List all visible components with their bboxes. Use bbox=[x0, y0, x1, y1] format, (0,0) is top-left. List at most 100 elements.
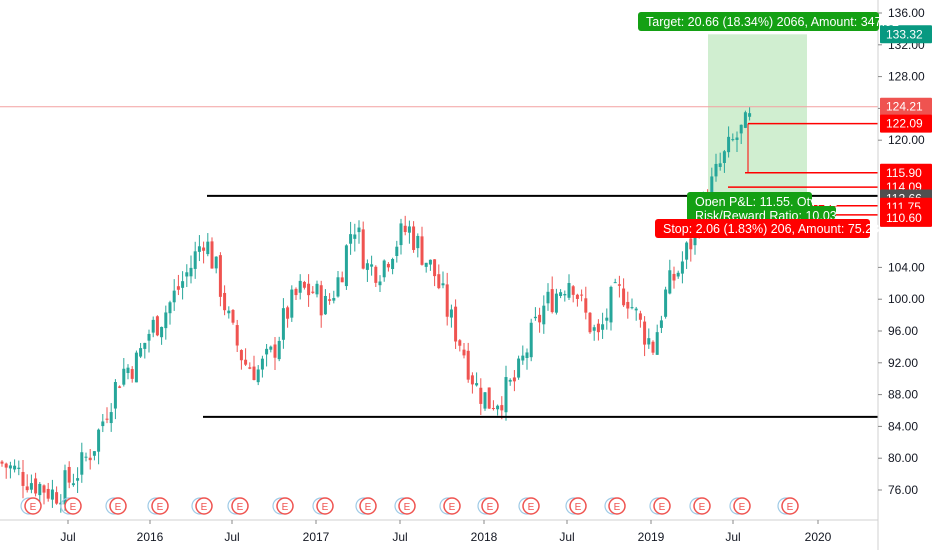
candle-body bbox=[147, 333, 151, 341]
candle-body bbox=[38, 483, 42, 496]
candle-body bbox=[323, 295, 327, 315]
candle-body bbox=[67, 466, 71, 483]
candle-body bbox=[97, 429, 101, 452]
price-labels-layer: 133.32124.21122.09115.90114.09112.66111.… bbox=[880, 25, 932, 227]
candle-body bbox=[433, 259, 437, 277]
earnings-marker-label: E bbox=[115, 502, 122, 513]
candle-body bbox=[739, 124, 743, 134]
candle-body bbox=[88, 457, 92, 461]
price-label-box bbox=[880, 97, 932, 116]
candle-body bbox=[181, 281, 185, 288]
earnings-marker-label: E bbox=[787, 502, 794, 513]
time-tick-label: Jul bbox=[725, 530, 740, 544]
candle-body bbox=[197, 246, 201, 252]
candle-body bbox=[643, 321, 647, 345]
candle-body bbox=[748, 113, 752, 117]
candle-body bbox=[118, 386, 122, 388]
candle-body bbox=[25, 486, 29, 491]
price-tick-label: 120.00 bbox=[888, 133, 925, 147]
candle-body bbox=[55, 492, 59, 504]
earnings-marker bbox=[359, 497, 377, 515]
candle-body bbox=[647, 338, 651, 345]
earnings-marker bbox=[64, 497, 82, 515]
price-tick-label: 96.00 bbox=[888, 324, 918, 338]
candle-body bbox=[407, 226, 411, 233]
candle-body bbox=[252, 366, 256, 381]
candle-body bbox=[13, 465, 17, 470]
candle-body bbox=[206, 241, 210, 255]
candle-body bbox=[445, 284, 449, 317]
candle-body bbox=[172, 290, 176, 303]
candles-layer bbox=[0, 107, 752, 513]
candle-body bbox=[281, 308, 285, 340]
candle-body bbox=[735, 137, 739, 140]
price-label-text: 115.90 bbox=[886, 166, 922, 180]
annotations-layer: Target: 20.66 (18.34%) 2066, Amount: 347… bbox=[638, 12, 899, 238]
earnings-marker-label: E bbox=[487, 502, 494, 513]
candle-body bbox=[542, 305, 546, 325]
candle-body bbox=[122, 368, 126, 385]
earnings-marker bbox=[151, 497, 169, 515]
candle-body bbox=[508, 379, 512, 382]
earnings-marker-label: E bbox=[404, 502, 411, 513]
candle-body bbox=[231, 310, 235, 323]
candle-body bbox=[4, 463, 8, 468]
candle-body bbox=[634, 308, 638, 311]
candle-body bbox=[17, 467, 21, 469]
price-tick-label: 104.00 bbox=[888, 260, 925, 274]
candle-body bbox=[260, 358, 264, 370]
candle-body bbox=[189, 267, 193, 277]
candle-body bbox=[294, 288, 298, 296]
candle-body bbox=[286, 307, 290, 319]
price-axis: 136.00132.00128.00124.00120.00104.00100.… bbox=[877, 0, 925, 550]
candle-body bbox=[244, 359, 248, 365]
earnings-marker-label: E bbox=[237, 502, 244, 513]
candle-body bbox=[714, 163, 718, 177]
candle-body bbox=[105, 418, 109, 420]
candle-body bbox=[101, 421, 105, 427]
candle-body bbox=[202, 247, 206, 251]
candle-body bbox=[155, 316, 159, 336]
candle-body bbox=[672, 273, 676, 281]
candle-body bbox=[139, 348, 143, 357]
candle-body bbox=[71, 483, 75, 486]
candle-body bbox=[563, 294, 567, 296]
candle-body bbox=[617, 284, 621, 286]
target-zone bbox=[708, 34, 807, 199]
candle-body bbox=[0, 461, 4, 464]
candle-body bbox=[269, 346, 273, 350]
candle-body bbox=[391, 259, 395, 270]
price-label-text: 122.09 bbox=[886, 117, 923, 131]
earnings-marker-label: E bbox=[528, 502, 535, 513]
candle-body bbox=[538, 314, 542, 323]
candle-body bbox=[50, 489, 54, 500]
candle-body bbox=[718, 163, 722, 167]
candle-body bbox=[290, 289, 294, 318]
time-axis: Jul 2016 Jul 2017 Jul 2018 Jul 2019 Jul 2020 bbox=[0, 519, 878, 544]
price-tick-label: 92.00 bbox=[888, 356, 918, 370]
candle-body bbox=[533, 316, 537, 319]
candle-body bbox=[218, 255, 222, 297]
candle-body bbox=[727, 136, 731, 153]
earnings-marker bbox=[276, 497, 294, 515]
stop-annotation: Stop: 2.06 (1.83%) 206, Amount: 75.28 bbox=[663, 222, 879, 236]
earnings-marker bbox=[195, 497, 213, 515]
price-tick-label: 100.00 bbox=[888, 292, 925, 306]
candle-body bbox=[731, 139, 735, 141]
candle-body bbox=[298, 280, 302, 293]
candle-body bbox=[193, 251, 197, 269]
earnings-marker-label: E bbox=[322, 502, 329, 513]
time-tick-label: Jul bbox=[224, 530, 239, 544]
time-tick-label: 2017 bbox=[303, 530, 330, 544]
earnings-marker bbox=[522, 497, 540, 515]
candle-body bbox=[365, 263, 369, 270]
candle-body bbox=[214, 256, 218, 269]
price-tick-label: 76.00 bbox=[888, 483, 918, 497]
candle-body bbox=[743, 112, 747, 128]
candle-body bbox=[307, 283, 311, 296]
candle-body bbox=[491, 407, 495, 410]
earnings-marker bbox=[443, 497, 461, 515]
candle-body bbox=[357, 227, 361, 233]
